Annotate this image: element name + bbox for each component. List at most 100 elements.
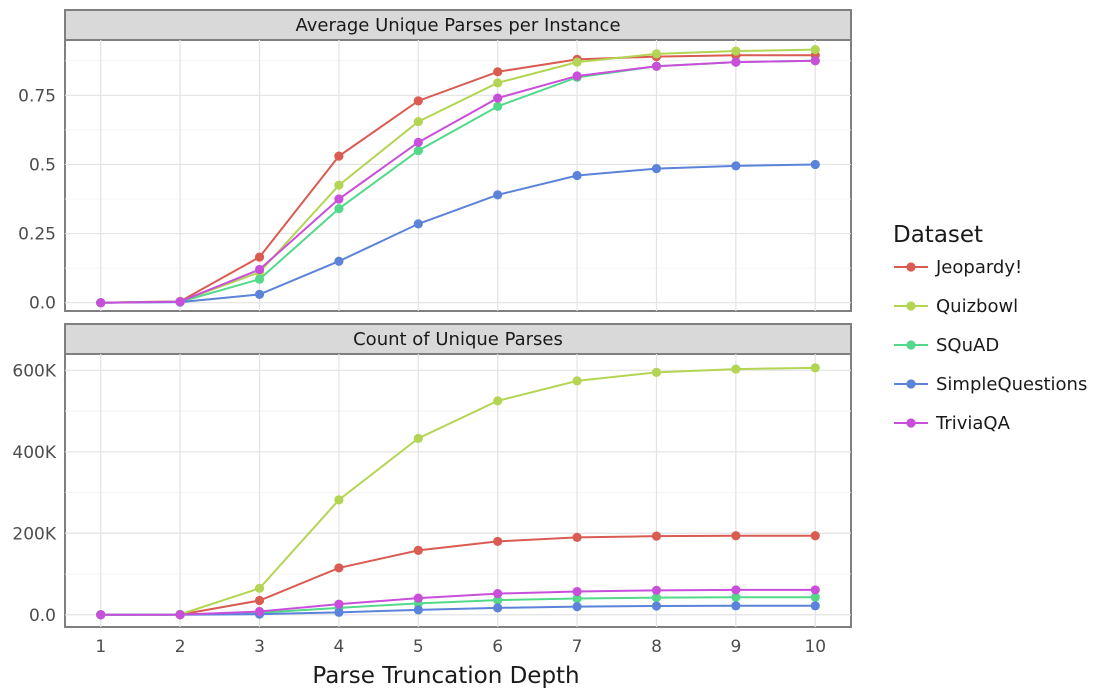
y-tick-label: 0.0 xyxy=(29,294,56,314)
x-tick-label: 4 xyxy=(333,637,344,657)
x-tick-label: 3 xyxy=(254,637,265,657)
data-point xyxy=(651,367,662,377)
data-point xyxy=(254,595,265,606)
series-lines xyxy=(100,48,816,304)
data-point xyxy=(572,376,582,386)
x-tick-label: 7 xyxy=(572,637,583,657)
legend-label: TriviaQA xyxy=(935,413,1011,434)
data-point xyxy=(651,593,662,603)
data-point xyxy=(334,194,344,204)
x-tick-label: 9 xyxy=(730,637,741,657)
data-point xyxy=(493,595,503,605)
data-point xyxy=(731,364,741,374)
data-point xyxy=(413,137,423,147)
panel-title: Count of Unique Parses xyxy=(353,329,563,350)
y-tick-label: 0.25 xyxy=(18,225,56,245)
data-point xyxy=(493,588,503,599)
data-point xyxy=(651,163,662,174)
data-point xyxy=(810,592,820,602)
data-point xyxy=(651,531,662,541)
x-tick-labels: 1 2 3 4 5 6 7 8 9 10 xyxy=(95,637,826,657)
legend-item: SimpleQuestions xyxy=(894,374,1087,395)
legend-item: TriviaQA xyxy=(894,413,1011,434)
data-point xyxy=(810,585,820,595)
data-point xyxy=(731,601,741,611)
legend-items: Jeopardy! Quizbowl SQuAD SimpleQuestions Tri… xyxy=(894,257,1087,434)
data-point xyxy=(810,531,820,541)
x-tick-label: 6 xyxy=(492,637,503,657)
gridlines xyxy=(65,354,851,627)
data-point xyxy=(413,593,423,603)
data-point xyxy=(413,146,423,156)
data-point xyxy=(493,190,503,200)
x-axis-title: Parse Truncation Depth xyxy=(312,663,579,688)
series-lines xyxy=(100,366,816,616)
legend-item: Quizbowl xyxy=(894,296,1018,317)
legend-key-point xyxy=(906,379,916,389)
data-point xyxy=(175,297,185,307)
data-point xyxy=(413,116,423,127)
panel-strip xyxy=(64,323,852,355)
data-point xyxy=(334,495,344,505)
legend-key-point xyxy=(906,340,916,350)
legend-label: SimpleQuestions xyxy=(936,374,1087,395)
legend-key-point xyxy=(906,418,916,428)
series-line-jeopardy xyxy=(100,534,816,616)
data-point xyxy=(254,264,265,275)
data-point xyxy=(731,57,741,67)
data-point xyxy=(493,603,503,613)
data-point xyxy=(96,298,106,308)
data-point xyxy=(572,602,582,612)
data-point xyxy=(413,433,423,443)
series-points xyxy=(96,45,820,308)
data-point xyxy=(493,101,503,111)
legend-label: Jeopardy! xyxy=(935,257,1022,278)
data-point xyxy=(334,180,344,190)
data-point xyxy=(651,61,662,71)
data-point xyxy=(810,56,820,66)
panel-title: Average Unique Parses per Instance xyxy=(295,15,620,36)
data-point xyxy=(651,585,662,595)
legend-key-point xyxy=(906,262,916,272)
data-point xyxy=(413,605,423,615)
data-point xyxy=(572,71,582,81)
data-point xyxy=(572,532,582,542)
data-point xyxy=(572,586,582,597)
data-point xyxy=(334,151,344,161)
data-point xyxy=(810,363,820,373)
series-line-triviaqa xyxy=(100,59,816,304)
data-point xyxy=(572,170,582,181)
data-point xyxy=(334,563,344,573)
data-point xyxy=(731,585,741,595)
y-tick-label: 0.0 xyxy=(29,606,56,626)
data-point xyxy=(651,601,662,611)
series-line-simplequestions xyxy=(100,604,816,616)
panel-frame xyxy=(64,353,852,628)
panel-strip xyxy=(64,9,852,41)
legend-key-point xyxy=(906,301,916,311)
legend-label: Quizbowl xyxy=(936,296,1018,317)
data-point xyxy=(254,583,265,593)
data-point xyxy=(334,256,344,266)
data-point xyxy=(572,57,582,67)
y-tick-labels: 0.0 200K 400K 600K xyxy=(12,361,56,625)
panel-avg-unique-parses: Average Unique Parses per Instance 0.0 0.… xyxy=(18,9,852,314)
y-tick-label: 600K xyxy=(12,361,56,381)
data-point xyxy=(413,219,423,229)
series-line-simplequestions xyxy=(100,163,816,304)
data-point xyxy=(254,606,265,617)
data-point xyxy=(810,45,820,55)
y-tick-label: 0.75 xyxy=(18,86,56,106)
data-point xyxy=(731,161,741,171)
legend: Dataset Jeopardy! Quizbowl SQuAD SimpleQues… xyxy=(893,222,1087,434)
data-point xyxy=(254,289,265,300)
data-point xyxy=(731,592,741,602)
data-point xyxy=(731,531,741,541)
data-point xyxy=(413,96,423,106)
legend-item: Jeopardy! xyxy=(894,257,1022,278)
data-point xyxy=(493,93,503,103)
series-line-jeopardy xyxy=(100,54,816,304)
data-point xyxy=(254,274,265,284)
legend-label: SQuAD xyxy=(936,335,999,356)
data-point xyxy=(651,49,662,59)
